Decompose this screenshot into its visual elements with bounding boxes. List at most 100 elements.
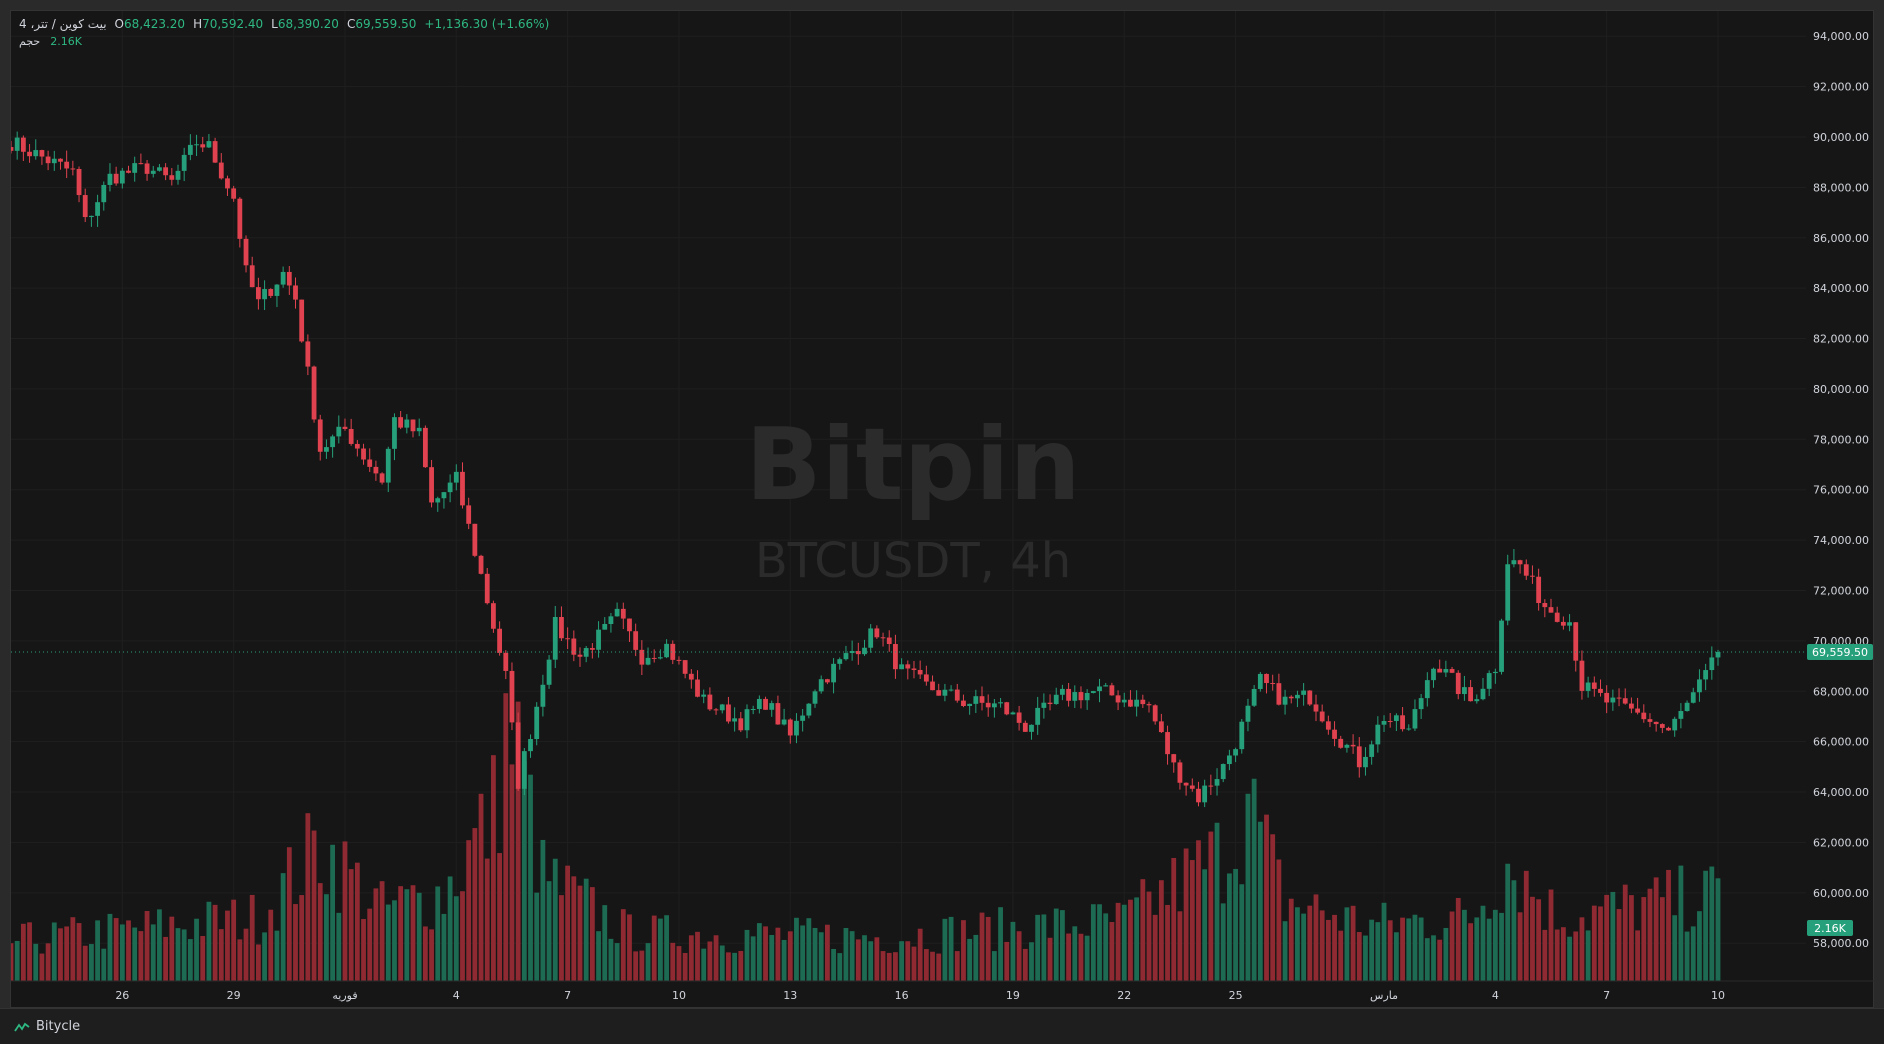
candle[interactable]: [1004, 702, 1010, 715]
candle[interactable]: [1183, 782, 1189, 786]
candle[interactable]: [1505, 564, 1511, 621]
candle[interactable]: [509, 670, 515, 723]
candle[interactable]: [794, 720, 799, 736]
candle[interactable]: [565, 638, 571, 640]
candle[interactable]: [404, 419, 410, 428]
candle[interactable]: [1412, 709, 1418, 729]
candle[interactable]: [20, 137, 26, 152]
candle[interactable]: [1276, 683, 1282, 705]
candle[interactable]: [608, 616, 614, 625]
candle[interactable]: [695, 679, 700, 697]
candle[interactable]: [1158, 721, 1164, 733]
candle[interactable]: [1548, 607, 1554, 613]
candle[interactable]: [33, 150, 39, 157]
candle[interactable]: [1097, 686, 1102, 692]
candle[interactable]: [1264, 673, 1269, 684]
candle[interactable]: [1703, 670, 1709, 680]
candle[interactable]: [1616, 697, 1622, 699]
candle[interactable]: [1604, 692, 1610, 703]
candle[interactable]: [917, 669, 923, 675]
candle[interactable]: [1233, 749, 1238, 756]
candle[interactable]: [1363, 756, 1368, 768]
candle[interactable]: [138, 163, 144, 165]
candle[interactable]: [58, 158, 63, 162]
candle[interactable]: [880, 637, 886, 639]
candle[interactable]: [658, 657, 663, 659]
candle[interactable]: [719, 704, 725, 711]
candle[interactable]: [1078, 692, 1084, 701]
candle[interactable]: [1251, 688, 1257, 706]
candle[interactable]: [849, 650, 855, 654]
candle[interactable]: [948, 689, 954, 691]
candle[interactable]: [64, 161, 70, 169]
candle[interactable]: [979, 696, 985, 703]
candle[interactable]: [311, 366, 317, 420]
candle[interactable]: [113, 173, 119, 184]
candle[interactable]: [985, 702, 991, 708]
candle[interactable]: [119, 170, 125, 184]
footer-brand[interactable]: Bitycle: [36, 1019, 81, 1034]
candle[interactable]: [453, 471, 459, 483]
candle[interactable]: [126, 170, 131, 173]
candle[interactable]: [478, 555, 484, 574]
candle[interactable]: [107, 173, 113, 185]
candle[interactable]: [1053, 694, 1059, 705]
candle[interactable]: [688, 673, 694, 680]
candle[interactable]: [738, 718, 744, 731]
candle[interactable]: [862, 647, 867, 655]
candle[interactable]: [1313, 704, 1319, 712]
candle[interactable]: [1443, 669, 1449, 673]
candle[interactable]: [726, 704, 731, 722]
candle[interactable]: [379, 473, 385, 483]
candle[interactable]: [1220, 764, 1226, 780]
candle[interactable]: [1344, 744, 1350, 748]
candle[interactable]: [1140, 699, 1146, 705]
candle[interactable]: [1591, 682, 1597, 689]
candle[interactable]: [39, 150, 45, 157]
candle[interactable]: [1560, 621, 1566, 626]
candle[interactable]: [1227, 755, 1232, 765]
candle[interactable]: [633, 631, 639, 650]
candle[interactable]: [1468, 687, 1474, 702]
candle[interactable]: [534, 706, 540, 740]
candle[interactable]: [775, 703, 781, 725]
candle[interactable]: [596, 629, 601, 650]
candle[interactable]: [274, 284, 280, 296]
candle[interactable]: [175, 170, 181, 180]
candle[interactable]: [14, 137, 20, 151]
candle[interactable]: [1431, 668, 1436, 681]
candle[interactable]: [1121, 699, 1127, 703]
candle[interactable]: [1715, 651, 1721, 658]
candle[interactable]: [1585, 682, 1591, 691]
candle[interactable]: [577, 654, 583, 657]
candle[interactable]: [1115, 695, 1121, 703]
candle[interactable]: [546, 659, 552, 685]
candle[interactable]: [1152, 705, 1158, 722]
candle[interactable]: [1177, 762, 1183, 783]
candle[interactable]: [150, 170, 156, 174]
candle[interactable]: [484, 573, 490, 604]
candle[interactable]: [1610, 697, 1616, 703]
candle[interactable]: [169, 175, 175, 180]
candle[interactable]: [1666, 727, 1671, 731]
candle[interactable]: [1257, 673, 1263, 689]
volume-name[interactable]: حجم: [19, 35, 41, 48]
candle[interactable]: [27, 151, 32, 157]
candle[interactable]: [1016, 712, 1022, 723]
candle[interactable]: [1400, 715, 1405, 730]
candle[interactable]: [225, 178, 230, 189]
candle[interactable]: [1084, 692, 1090, 701]
candle[interactable]: [806, 703, 812, 716]
candle[interactable]: [707, 694, 713, 710]
candle[interactable]: [354, 443, 360, 449]
candle[interactable]: [967, 703, 973, 707]
candle[interactable]: [930, 681, 935, 691]
candle[interactable]: [936, 690, 942, 696]
candle[interactable]: [89, 215, 94, 218]
symbol-label[interactable]: بیت کوین / تتر، 4: [19, 17, 107, 31]
candle[interactable]: [1690, 692, 1696, 703]
candle[interactable]: [76, 168, 82, 196]
candle[interactable]: [1128, 699, 1133, 707]
candle[interactable]: [293, 285, 298, 300]
candle[interactable]: [923, 674, 929, 682]
